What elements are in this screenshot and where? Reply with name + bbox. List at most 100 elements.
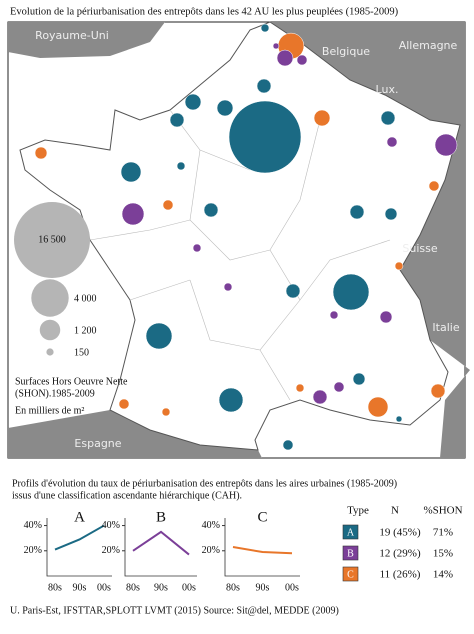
bubble <box>313 109 331 127</box>
country-label: Espagne <box>74 437 121 450</box>
bubble <box>349 204 365 220</box>
chart-title: A <box>74 509 85 525</box>
type-code: C <box>347 569 354 580</box>
bubble <box>260 23 270 33</box>
source: U. Paris-Est, IFSTTAR,SPLOTT LVMT (2015)… <box>10 605 339 616</box>
bubble <box>272 42 280 50</box>
bubble <box>333 381 345 393</box>
bubble <box>380 110 396 126</box>
bubble <box>386 136 398 148</box>
x-tick-label: 90s <box>256 582 270 593</box>
bubble <box>379 310 393 324</box>
size-legend: Surfaces Hors Oeuvre Nette (SHON).1985-2… <box>14 202 128 416</box>
profiles-text: issus d'une classification ascendante hi… <box>12 490 242 501</box>
profiles-text: Profils d'évolution du taux de périurban… <box>12 478 397 489</box>
type-code: A <box>347 527 355 538</box>
bubble <box>223 282 233 292</box>
type-badge <box>342 524 359 540</box>
legend-label: 16 500 <box>38 234 66 245</box>
country-label: Allemagne <box>399 39 458 52</box>
type-shon: 71% <box>433 527 453 539</box>
y-tick-label: 20% <box>24 545 42 556</box>
x-tick-label: 80s <box>126 582 140 593</box>
type-badge <box>342 566 359 582</box>
legend-circle <box>14 202 90 278</box>
type-n: 12 (29%) <box>379 548 421 560</box>
bubble <box>367 396 389 418</box>
legend-unit: En milliers de m² <box>15 405 84 416</box>
legend-caption: Surfaces Hors Oeuvre Nette <box>15 376 128 387</box>
bubble <box>395 415 403 423</box>
bubble <box>34 146 48 160</box>
bubble <box>184 93 202 111</box>
bubble <box>276 49 294 67</box>
bubble <box>192 243 202 253</box>
bubble <box>384 207 398 221</box>
bubble <box>295 383 305 393</box>
y-tick-label: 40% <box>102 520 120 531</box>
bubble <box>176 161 186 171</box>
bubble <box>430 383 446 399</box>
chart-title: C <box>257 509 267 525</box>
bubble <box>329 310 339 320</box>
type-n: 11 (26%) <box>380 569 421 581</box>
bubble <box>162 199 174 211</box>
y-tick-label: 20% <box>202 545 220 556</box>
france <box>19 21 461 451</box>
type-shon: 15% <box>433 548 453 560</box>
x-tick-label: 80s <box>226 582 240 593</box>
type-n: 19 (45%) <box>379 527 421 539</box>
bubble <box>118 398 130 410</box>
y-tick-label: 40% <box>24 520 42 531</box>
y-tick-label: 40% <box>202 520 220 531</box>
neighbours-east <box>270 22 470 458</box>
country-label: Lux. <box>376 83 399 96</box>
x-tick-label: 80s <box>48 582 62 593</box>
legend-label: 150 <box>74 347 89 358</box>
legend-label: 1 200 <box>74 325 97 336</box>
x-tick-label: 00s <box>285 582 299 593</box>
table-header: Type <box>347 505 369 517</box>
bubble <box>121 202 145 226</box>
legend-circle <box>46 348 54 356</box>
legend-circle <box>39 319 61 341</box>
table-header: N <box>391 505 399 517</box>
country-label: Suisse <box>402 242 437 255</box>
bubble <box>296 54 308 66</box>
bubble <box>282 439 294 451</box>
chart-title: B <box>156 509 166 525</box>
x-tick-label: 00s <box>97 582 111 593</box>
type-code: B <box>347 548 354 559</box>
country-labels: Royaume-Uni Belgique Allemagne Lux. Suisse It… <box>35 29 460 450</box>
region-borders <box>89 109 391 401</box>
bubble <box>145 322 173 350</box>
uk <box>8 22 165 58</box>
legend-circle <box>31 279 69 317</box>
x-tick-label: 90s <box>154 582 168 593</box>
country-label: Belgique <box>322 45 370 58</box>
country-label: Italie <box>432 321 459 334</box>
spain <box>8 410 262 458</box>
map-base <box>7 21 470 459</box>
profile-charts: 20% 40% 80s 90s 00s A 20% 40% 80s 90s 00s B 20% 40% 80… <box>24 509 300 593</box>
bubble <box>169 112 185 128</box>
bubble <box>312 389 328 405</box>
bubble <box>216 99 234 117</box>
type-badge <box>342 545 359 561</box>
title: Evolution de la périurbanisation des ent… <box>10 6 399 17</box>
x-tick-label: 00s <box>182 582 196 593</box>
bubble <box>428 180 440 192</box>
bubble <box>256 78 272 94</box>
bubble <box>285 283 301 299</box>
bubbles <box>34 23 458 451</box>
bubble <box>161 407 171 417</box>
axis <box>124 518 197 577</box>
y-tick-label: 20% <box>102 545 120 556</box>
table-header: %SHON <box>423 505 462 517</box>
type-table: Type N %SHON A 19 (45%) 71% B 12 (29%) 15% C 11 (2… <box>342 505 463 582</box>
type-shon: 14% <box>433 569 453 581</box>
bubble <box>352 372 366 386</box>
profile-line <box>132 530 190 556</box>
bubble <box>394 261 404 271</box>
